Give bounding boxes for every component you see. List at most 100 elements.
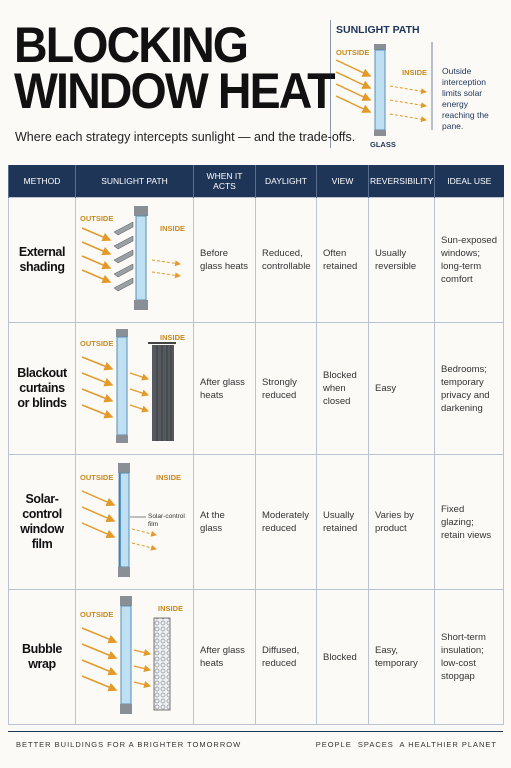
diagram — [81, 206, 181, 310]
illustration-line — [81, 388, 114, 403]
illustration-rect — [134, 206, 148, 216]
column-header: WHEN IT ACTS — [193, 165, 256, 198]
column-header: DAYLIGHT — [255, 165, 317, 198]
outside-label: OUTSIDE — [336, 48, 370, 57]
path-diagram: OUTSIDE INSIDE — [75, 589, 194, 725]
daylight: Diffused, reduced — [255, 589, 317, 725]
ideal-use: Fixed glazing; retain views — [434, 454, 504, 590]
illustration-line — [389, 99, 427, 109]
legend-illustration — [329, 20, 433, 148]
when: At the glass — [193, 454, 256, 590]
illustration-rect — [154, 618, 170, 710]
column-header: METHOD — [8, 165, 76, 198]
when: After glass heats — [193, 589, 256, 725]
diagram — [81, 596, 171, 714]
illustration-line — [81, 490, 116, 507]
illustration-g — [151, 259, 181, 279]
illustration-line — [81, 627, 118, 644]
column-header: IDEAL USE — [434, 165, 504, 198]
illustration-rect — [116, 435, 128, 443]
illustration-rect — [135, 215, 147, 301]
illustration-polygon — [113, 235, 134, 250]
outside-label: OUTSIDE — [80, 339, 114, 348]
illustration-line — [81, 356, 114, 371]
illustration-line — [81, 506, 116, 523]
column-header: VIEW — [316, 165, 369, 198]
illustration-rect — [116, 329, 128, 337]
illustration-polygon — [113, 249, 134, 264]
reversibility: Varies by product — [368, 454, 435, 590]
illustration-rect — [116, 336, 128, 436]
illustration-tbody: METHOD SUNLIGHT PATH WHEN IT ACTS DAYLIGHT V… — [8, 165, 504, 725]
illustration-g — [81, 627, 118, 692]
legend-title: SUNLIGHT PATH — [336, 24, 420, 36]
illustration-g — [335, 59, 372, 113]
illustration-polygon — [113, 263, 134, 278]
view: Blocked — [316, 589, 369, 725]
ideal-use: Bedrooms; temporary privacy and darkenin… — [434, 322, 504, 455]
footer-right: PEOPLE SPACES A HEALTHIER PLANET — [315, 740, 497, 749]
illustration-line — [133, 665, 152, 673]
header-row: METHOD SUNLIGHT PATH WHEN IT ACTS DAYLIGHT V… — [8, 165, 504, 198]
subtitle: Where each strategy intercepts sunlight … — [15, 130, 356, 144]
inside-label: INSIDE — [158, 604, 184, 613]
table-row: External shading OUTSIDE INSIDE Before g… — [8, 197, 504, 323]
illustration-line — [129, 372, 150, 381]
illustration-rect — [120, 605, 132, 705]
illustration-g — [156, 345, 172, 441]
illustration-line — [81, 404, 114, 419]
illustration-line — [335, 83, 372, 101]
title-line: BLOCKING — [14, 17, 249, 73]
path-diagram: OUTSIDE INSIDE — [75, 197, 194, 323]
illustration-g — [113, 221, 134, 292]
illustration-line — [81, 522, 116, 539]
title: BLOCKING WINDOW HEAT — [14, 17, 335, 119]
method: Blackout curtains or blinds — [8, 322, 76, 455]
legend: SUNLIGHT PATH OUTSIDE INSIDE GLASS Outsi… — [329, 20, 502, 152]
illustration-line — [389, 113, 427, 123]
illustration-polygon — [113, 221, 134, 236]
illustration-g — [81, 490, 116, 539]
column-header: SUNLIGHT PATH — [75, 165, 194, 198]
reversibility: Easy, temporary — [368, 589, 435, 725]
table-row: Solar-control window film OUTSIDE INSIDE… — [8, 454, 504, 590]
illustration-line — [151, 271, 181, 279]
illustration-rect — [134, 300, 148, 310]
illustration-line — [81, 659, 118, 676]
daylight: Reduced, controllable — [255, 197, 317, 323]
illustration-line — [81, 643, 118, 660]
illustration-rect — [374, 130, 386, 136]
illustration-line — [151, 259, 181, 267]
illustration-line — [81, 255, 112, 270]
reversibility: Usually reversible — [368, 197, 435, 323]
illustration-line — [389, 85, 427, 95]
footer-left: BETTER BUILDINGS FOR A BRIGHTER TOMORROW — [16, 740, 242, 749]
illustration-g — [81, 356, 114, 419]
illustration-line — [81, 227, 112, 242]
inside-label: INSIDE — [160, 224, 186, 233]
legend-note: Outside interception limits solar energy… — [442, 66, 489, 131]
illustration-line — [81, 372, 114, 387]
illustration-rect — [120, 596, 132, 606]
diagram — [81, 329, 176, 443]
film-label: Solar-control film — [148, 513, 185, 528]
title-line: WINDOW HEAT — [14, 63, 335, 119]
path-diagram: OUTSIDE INSIDE Solar-control film — [75, 454, 194, 590]
illustration-line — [133, 649, 152, 657]
illustration-line — [335, 59, 372, 77]
illustration-line — [129, 404, 150, 413]
reversibility: Easy — [368, 322, 435, 455]
daylight: Strongly reduced — [255, 322, 317, 455]
illustration-g — [133, 649, 152, 689]
glass-label: GLASS — [370, 140, 396, 149]
illustration-line — [81, 675, 118, 692]
table-row: Bubble wrap OUTSIDE INSIDE After glass h… — [8, 589, 504, 725]
method: Bubble wrap — [8, 589, 76, 725]
illustration-g — [389, 85, 427, 123]
illustration-rect — [374, 44, 386, 50]
method: External shading — [8, 197, 76, 323]
illustration-rect — [374, 49, 386, 131]
daylight: Moderately reduced — [255, 454, 317, 590]
view: Often retained — [316, 197, 369, 323]
